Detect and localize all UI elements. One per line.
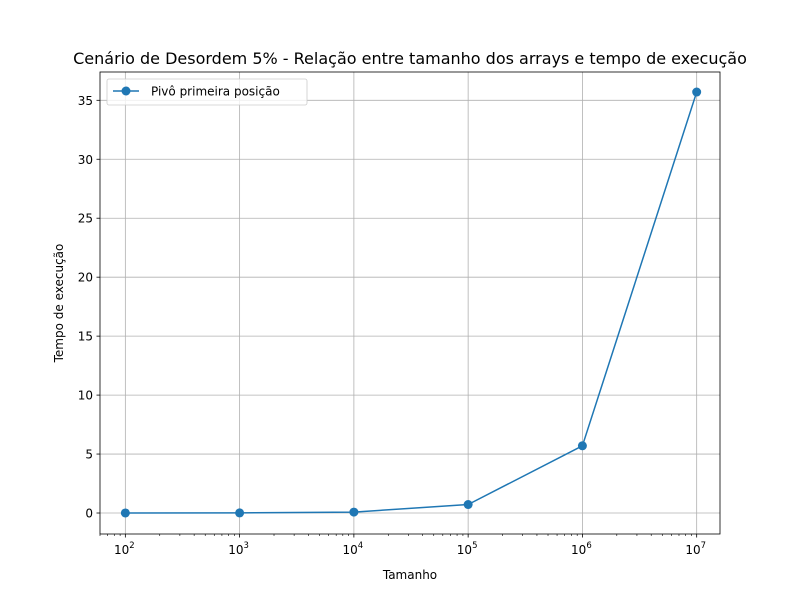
- series-line: [125, 91, 698, 514]
- legend-marker-swatch: [121, 86, 131, 96]
- y-tick-label: 30: [78, 153, 93, 167]
- y-tick-label: 35: [78, 94, 93, 108]
- x-axis-label: Tamanho: [382, 568, 437, 582]
- axes-frame: [99, 71, 721, 535]
- data-point: [692, 87, 702, 97]
- y-tick-label: 0: [85, 507, 93, 521]
- y-tick-label: 15: [78, 330, 93, 344]
- x-tick-exponent: 6: [586, 541, 591, 551]
- x-tick-exponent: 5: [472, 541, 477, 551]
- y-axis-ticks: 0 5 10 15 20 25 30 35: [78, 94, 100, 521]
- x-tick-exponent: 4: [358, 541, 363, 551]
- data-point: [120, 508, 130, 518]
- data-point: [577, 441, 587, 451]
- y-tick-label: 10: [78, 389, 93, 403]
- chart-title: Cenário de Desordem 5% - Relação entre t…: [73, 49, 747, 68]
- series-layer: [120, 87, 702, 518]
- legend-entry-label: Pivô primeira posição: [151, 85, 280, 99]
- legend-box: [106, 78, 308, 106]
- data-point: [235, 508, 245, 518]
- y-axis-label: Tempo de execução: [52, 244, 66, 364]
- grid: [100, 72, 720, 534]
- y-tick-label: 20: [78, 271, 93, 285]
- x-tick-exponent: 2: [129, 541, 134, 551]
- data-point: [349, 507, 359, 517]
- y-tick-label: 25: [78, 212, 93, 226]
- y-tick-label: 5: [85, 448, 93, 462]
- x-tick-exponent: 7: [701, 541, 706, 551]
- x-tick-exponent: 3: [244, 541, 249, 551]
- legend: Pivô primeira posição: [106, 78, 308, 106]
- data-point: [463, 500, 473, 510]
